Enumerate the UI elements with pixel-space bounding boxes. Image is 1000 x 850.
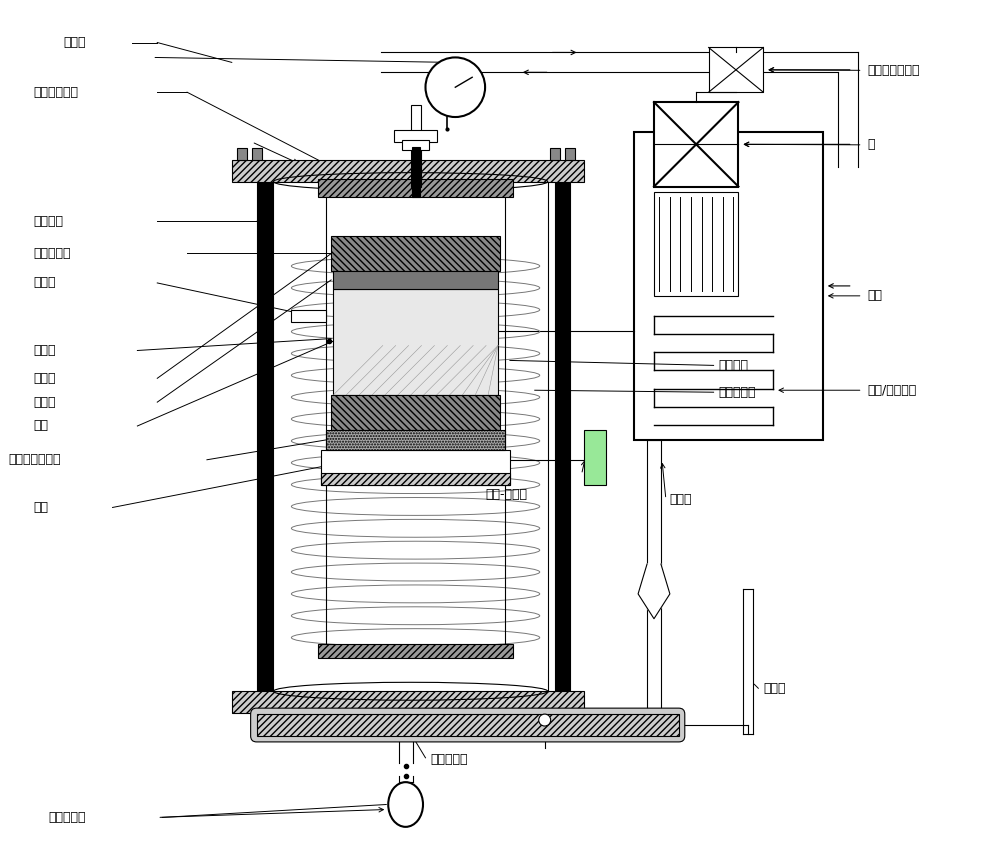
Bar bbox=[257, 714, 679, 736]
Text: 弯曲-伸展元: 弯曲-伸展元 bbox=[485, 488, 527, 501]
Text: 压差传感器: 压差传感器 bbox=[48, 811, 85, 824]
Text: 温度自动调节器: 温度自动调节器 bbox=[868, 64, 920, 76]
Text: 连气压控制器: 连气压控制器 bbox=[33, 86, 78, 99]
Bar bbox=[331, 236, 500, 271]
Bar bbox=[326, 430, 505, 450]
Text: 泵: 泵 bbox=[868, 139, 875, 151]
Bar bbox=[584, 430, 606, 484]
Text: 参照管: 参照管 bbox=[33, 276, 56, 290]
Bar bbox=[333, 271, 498, 289]
Bar bbox=[394, 130, 437, 142]
Text: 热电偶: 热电偶 bbox=[33, 344, 56, 357]
Bar bbox=[634, 132, 823, 440]
Text: 镇流管: 镇流管 bbox=[763, 682, 786, 694]
Polygon shape bbox=[638, 564, 670, 619]
FancyBboxPatch shape bbox=[251, 708, 685, 742]
Bar bbox=[291, 309, 326, 321]
Text: 外压力室: 外压力室 bbox=[33, 215, 63, 228]
Bar bbox=[654, 102, 738, 186]
Bar bbox=[232, 691, 584, 713]
Text: 孔气压管线: 孔气压管线 bbox=[430, 753, 468, 767]
Circle shape bbox=[425, 58, 485, 117]
Bar bbox=[411, 105, 421, 160]
Text: 高进气值陶土板: 高进气值陶土板 bbox=[8, 453, 61, 467]
Bar bbox=[654, 191, 738, 296]
Bar bbox=[550, 148, 560, 160]
Bar bbox=[333, 289, 498, 395]
Bar bbox=[237, 148, 247, 160]
Text: 水浴: 水浴 bbox=[868, 289, 883, 303]
Bar bbox=[555, 167, 570, 713]
Text: 竖向加荷轴: 竖向加荷轴 bbox=[33, 246, 71, 259]
Text: 加热/冷却单元: 加热/冷却单元 bbox=[868, 383, 917, 397]
Text: 试样: 试样 bbox=[33, 420, 48, 433]
Text: 螺旋式铜管: 螺旋式铜管 bbox=[719, 386, 756, 399]
Bar bbox=[318, 643, 513, 659]
Ellipse shape bbox=[388, 782, 423, 827]
Bar bbox=[252, 148, 262, 160]
Bar bbox=[321, 450, 510, 484]
Bar bbox=[232, 160, 584, 182]
Bar bbox=[411, 160, 421, 186]
Text: 百分表: 百分表 bbox=[63, 36, 85, 49]
Text: 试样帽: 试样帽 bbox=[33, 371, 56, 385]
Circle shape bbox=[539, 714, 551, 726]
Bar bbox=[565, 148, 575, 160]
Text: 底座: 底座 bbox=[33, 501, 48, 514]
Text: 滴定管: 滴定管 bbox=[669, 493, 691, 506]
Bar bbox=[318, 178, 513, 196]
Bar bbox=[257, 167, 272, 713]
Text: 内压力室: 内压力室 bbox=[719, 359, 749, 372]
Bar bbox=[412, 147, 420, 196]
Bar bbox=[402, 140, 429, 150]
Bar bbox=[321, 473, 510, 484]
Bar bbox=[331, 395, 500, 430]
Bar bbox=[709, 48, 763, 92]
Text: 透水石: 透水石 bbox=[33, 395, 56, 409]
